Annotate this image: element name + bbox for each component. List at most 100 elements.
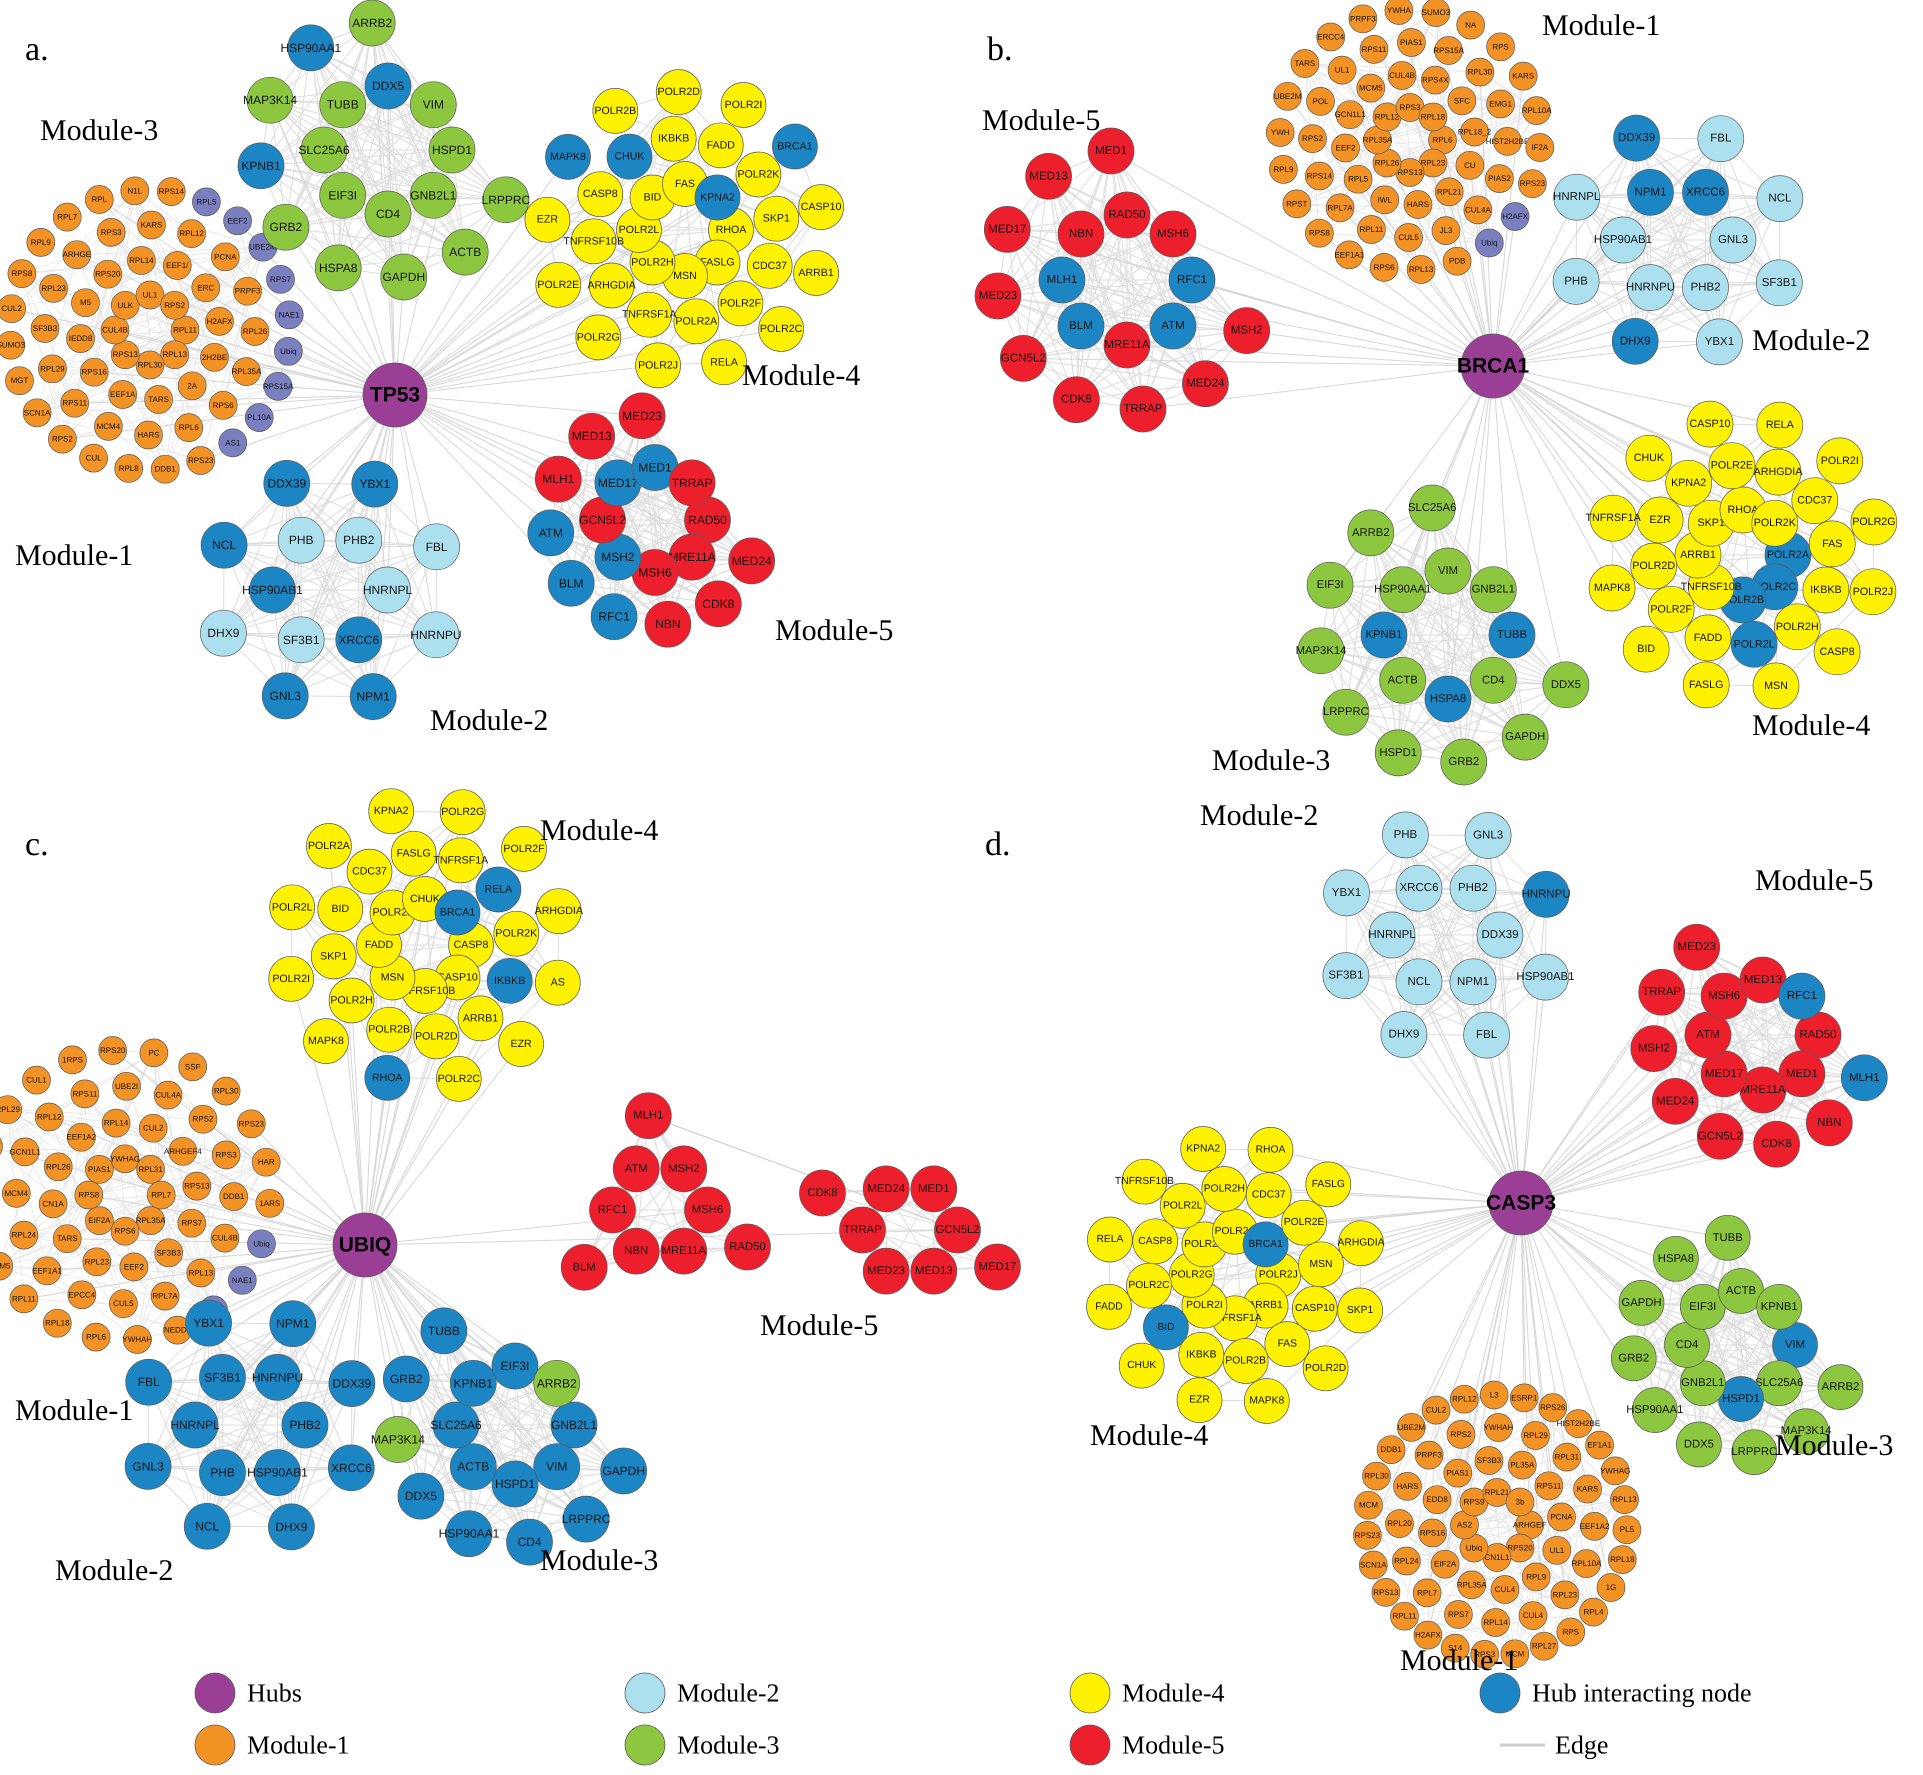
svg-text:RPL23: RPL23 [41,284,66,293]
svg-text:IEDD8: IEDD8 [69,334,93,343]
svg-text:NCL: NCL [1768,193,1792,205]
svg-text:RPS16: RPS16 [82,368,108,377]
svg-text:Module-4: Module-4 [1090,1419,1208,1452]
svg-text:ARRB2: ARRB2 [1352,527,1390,539]
svg-text:CUL2: CUL2 [1426,1406,1447,1415]
svg-text:Module-5: Module-5 [1122,1731,1225,1760]
svg-text:LRPPRC: LRPPRC [1731,1446,1777,1458]
svg-text:POLR2B: POLR2B [368,1024,410,1036]
svg-text:SKP1: SKP1 [1347,1305,1374,1316]
svg-text:Module-5: Module-5 [982,104,1100,137]
svg-text:Module-3: Module-3 [1212,744,1330,777]
svg-text:L3: L3 [1490,1391,1499,1400]
svg-text:POLR2C: POLR2C [1128,1280,1170,1291]
svg-text:GCN5L2: GCN5L2 [936,1224,980,1236]
svg-text:1G: 1G [1606,1583,1617,1592]
svg-text:RPL5: RPL5 [1348,175,1369,184]
svg-text:RPS7: RPS7 [1448,1610,1469,1619]
svg-text:MED24: MED24 [867,1183,905,1195]
svg-text:POLR2A: POLR2A [675,315,718,327]
svg-text:ARHGDIA: ARHGDIA [535,905,584,917]
svg-text:NA: NA [1465,21,1477,30]
svg-text:RPL18: RPL18 [45,1319,70,1328]
svg-text:CASP3: CASP3 [1486,1192,1556,1215]
svg-text:BRCA1: BRCA1 [777,141,812,153]
svg-text:YBX1: YBX1 [193,1316,224,1330]
svg-text:YWHA: YWHA [1387,6,1412,15]
svg-text:HNRNPL: HNRNPL [1553,191,1601,203]
svg-text:FAS: FAS [675,178,695,190]
svg-text:PL35A: PL35A [1510,1461,1535,1470]
svg-text:RPS6: RPS6 [213,401,234,410]
svg-text:N1L: N1L [127,186,142,195]
svg-text:RPS3: RPS3 [216,1150,237,1159]
svg-text:TNFRSF1A: TNFRSF1A [622,309,678,321]
svg-text:EZR: EZR [537,214,559,226]
svg-text:HNRNPL: HNRNPL [170,1418,220,1432]
svg-text:ARRB2: ARRB2 [537,1376,577,1390]
svg-text:MED1: MED1 [1786,1068,1818,1080]
svg-text:ESRP1: ESRP1 [1511,1393,1538,1402]
svg-text:HNRNPU: HNRNPU [252,1370,303,1384]
svg-text:FBL: FBL [138,1375,160,1389]
svg-text:SF3B3: SF3B3 [33,324,58,333]
svg-text:DDX5: DDX5 [1684,1439,1714,1451]
svg-text:ATM: ATM [1161,320,1184,332]
svg-text:RPL13: RPL13 [162,350,187,359]
svg-text:RPS15A: RPS15A [263,382,294,391]
svg-text:RPS6: RPS6 [1374,263,1395,272]
svg-text:RHOA: RHOA [1256,1144,1286,1155]
svg-text:DDX5: DDX5 [405,1489,437,1503]
svg-text:POLR2B: POLR2B [1225,1356,1266,1367]
svg-text:RPL7A: RPL7A [1327,203,1353,212]
svg-text:MSH6: MSH6 [692,1204,723,1216]
svg-text:EIF2A: EIF2A [88,1216,111,1225]
svg-text:POLR2E: POLR2E [537,279,579,291]
svg-text:MAPK8: MAPK8 [308,1035,344,1047]
svg-text:LRPPRC: LRPPRC [1323,706,1369,718]
svg-text:TRRAP: TRRAP [1124,403,1163,415]
svg-text:GNB2L1: GNB2L1 [551,1418,597,1432]
svg-text:MAP3K14: MAP3K14 [1296,645,1347,657]
svg-text:RPL18: RPL18 [1610,1555,1635,1564]
svg-text:RPS13: RPS13 [1397,168,1423,177]
svg-text:CD4: CD4 [376,207,400,221]
svg-text:RELA: RELA [1766,419,1795,431]
svg-text:MSH2: MSH2 [668,1163,699,1175]
svg-text:CHUK: CHUK [614,151,644,163]
svg-text:XRCC6: XRCC6 [1400,882,1439,894]
svg-text:RPL26: RPL26 [1375,159,1400,168]
svg-text:VIM: VIM [1785,1339,1805,1351]
svg-text:TUBB: TUBB [428,1324,460,1338]
svg-text:ACTB: ACTB [1388,674,1418,686]
svg-text:RPS2: RPS2 [52,435,73,444]
svg-text:Module-1: Module-1 [15,539,133,572]
svg-text:PHB2: PHB2 [343,533,375,547]
svg-text:FADD: FADD [1694,632,1723,644]
svg-text:POLR2I: POLR2I [725,99,763,111]
svg-text:POL: POL [1312,97,1329,106]
svg-text:EZR: EZR [1649,514,1671,526]
svg-text:Module-3: Module-3 [677,1731,780,1760]
svg-text:DDX39: DDX39 [333,1377,372,1391]
svg-text:RPL24: RPL24 [1394,1557,1419,1566]
svg-text:RPL18: RPL18 [1421,113,1446,122]
svg-text:PIAS1: PIAS1 [88,1165,111,1174]
svg-text:DHX9: DHX9 [207,626,239,640]
svg-text:FADD: FADD [1095,1301,1122,1312]
svg-text:RPS3: RPS3 [1400,103,1421,112]
svg-text:Module-2: Module-2 [55,1554,173,1587]
svg-text:MSH6: MSH6 [1157,228,1189,240]
svg-text:RPL35A: RPL35A [136,1216,166,1225]
svg-text:MCM4: MCM4 [97,422,121,431]
svg-text:GRB2: GRB2 [270,220,303,234]
svg-text:POLR2I: POLR2I [1186,1300,1223,1311]
svg-text:RFC1: RFC1 [598,610,630,624]
svg-text:GAPDH: GAPDH [382,270,425,284]
svg-text:RPL35A: RPL35A [232,367,262,376]
svg-text:RELA: RELA [485,884,514,896]
svg-text:RPS15A: RPS15A [1433,46,1464,55]
svg-text:ERCC4: ERCC4 [1317,33,1345,42]
svg-text:EZR: EZR [1189,1395,1210,1406]
svg-text:HARS: HARS [137,431,159,440]
